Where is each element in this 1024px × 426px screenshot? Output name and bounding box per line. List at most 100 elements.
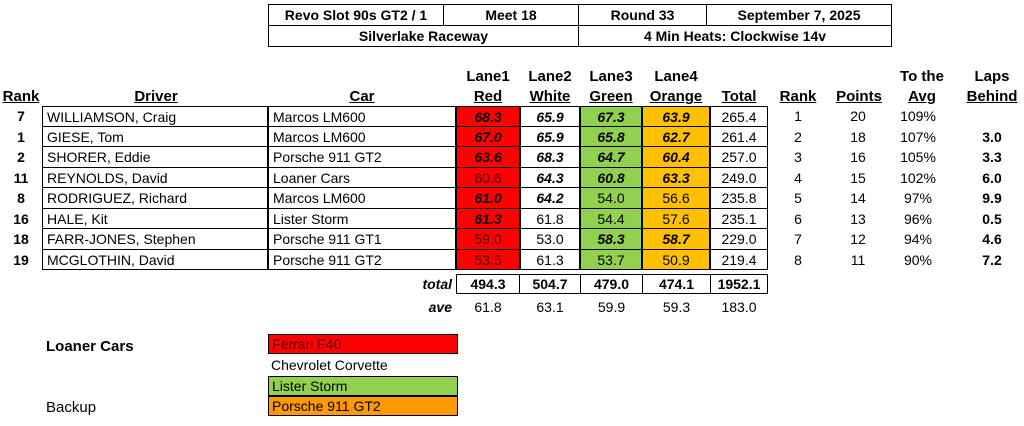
row-total: 261.4 xyxy=(710,126,768,147)
row-driver: REYNOLDS, David xyxy=(42,167,268,188)
row-position: 2 xyxy=(794,128,802,145)
row-lane4: 63.9 xyxy=(642,106,710,127)
loaner-car-lister: Lister Storm xyxy=(268,376,458,396)
row-lane4: 58.7 xyxy=(642,229,710,250)
row-lane1: 63.6 xyxy=(456,147,520,168)
row-lane3: 64.7 xyxy=(580,147,642,168)
row-driver: MCGLOTHIN, David xyxy=(42,249,268,270)
row-position: 4 xyxy=(794,169,802,186)
row-rank: 18 xyxy=(13,231,29,247)
row-lane2: 64.3 xyxy=(520,167,580,188)
row-laps-behind xyxy=(960,106,1024,127)
row-laps-behind: 6.0 xyxy=(982,169,1002,186)
row-car: Lister Storm xyxy=(268,208,456,229)
col-lane3-bottom: Green xyxy=(589,88,633,105)
row-lane3: 65.8 xyxy=(580,126,642,147)
row-lane4: 63.3 xyxy=(642,167,710,188)
track-name: Silverlake Raceway xyxy=(268,25,579,47)
row-avg: 107% xyxy=(900,128,936,145)
row-driver: FARR-JONES, Stephen xyxy=(42,229,268,250)
row-total: 265.4 xyxy=(710,106,768,127)
row-position: 7 xyxy=(794,231,802,247)
row-rank: 11 xyxy=(13,169,29,186)
col-car: Car xyxy=(349,88,375,105)
row-rank: 1 xyxy=(17,128,25,145)
series-title: Revo Slot 90s GT2 / 1 xyxy=(268,4,444,26)
total-lane2: 504.7 xyxy=(519,274,581,294)
col-lane2-bottom: White xyxy=(529,88,571,105)
row-lane1: 61.3 xyxy=(456,208,520,229)
row-laps-behind: 7.2 xyxy=(982,251,1002,268)
row-lane2: 61.8 xyxy=(520,208,580,229)
row-avg: 96% xyxy=(903,210,933,227)
totals-label: total xyxy=(422,276,452,292)
row-car: Porsche 911 GT2 xyxy=(268,249,456,270)
row-points: 14 xyxy=(850,190,866,206)
row-points: 20 xyxy=(850,108,866,124)
row-car: Porsche 911 GT1 xyxy=(268,229,456,250)
backup-label: Backup xyxy=(46,399,97,416)
table-row: 2 SHORER, Eddie Porsche 911 GT2 63.6 68.3 64.… xyxy=(0,147,1024,168)
ave-lane3: 59.9 xyxy=(597,299,626,315)
row-laps-behind: 3.3 xyxy=(982,149,1002,165)
col-laps-bottom: Behind xyxy=(966,88,1018,105)
race-date: September 7, 2025 xyxy=(706,4,892,26)
total-lane4: 474.1 xyxy=(642,274,711,294)
row-driver: WILLIAMSON, Craig xyxy=(42,106,268,127)
row-rank: 8 xyxy=(17,190,25,206)
row-position: 8 xyxy=(794,251,802,268)
col-avg-top: To the xyxy=(900,68,944,85)
loaner-car-corvette: Chevrolet Corvette xyxy=(271,357,388,373)
row-total: 229.0 xyxy=(710,229,768,250)
row-avg: 102% xyxy=(900,169,936,186)
col-lane4-bottom: Orange xyxy=(649,88,703,105)
row-lane4: 60.4 xyxy=(642,147,710,168)
row-avg: 97% xyxy=(903,190,933,206)
col-rank: Rank xyxy=(2,88,40,105)
row-points: 16 xyxy=(850,149,866,165)
row-lane1: 60.6 xyxy=(456,167,520,188)
col-lane3-top: Lane3 xyxy=(589,68,633,85)
row-lane3: 58.3 xyxy=(580,229,642,250)
row-position: 6 xyxy=(794,210,802,227)
loaner-cars-label: Loaner Cars xyxy=(46,338,134,355)
row-avg: 90% xyxy=(903,251,933,268)
table-row: 19 MCGLOTHIN, David Porsche 911 GT2 53.5 61.… xyxy=(0,249,1024,270)
results-table: 7 WILLIAMSON, Craig Marcos LM600 68.3 65.9 67… xyxy=(0,106,1024,271)
col-lane2-top: Lane2 xyxy=(528,68,572,85)
row-lane2: 61.3 xyxy=(520,249,580,270)
row-laps-behind: 3.0 xyxy=(982,128,1002,145)
row-car: Marcos LM600 xyxy=(268,106,456,127)
row-lane4: 56.6 xyxy=(642,188,710,209)
ave-lane2: 63.1 xyxy=(536,299,564,315)
row-lane2: 65.9 xyxy=(520,106,580,127)
row-lane4: 62.7 xyxy=(642,126,710,147)
loaner-car-porsche: Porsche 911 GT2 xyxy=(268,396,458,416)
col-lane1-bottom: Red xyxy=(473,88,503,105)
row-position: 3 xyxy=(794,149,802,165)
row-points: 12 xyxy=(850,231,866,247)
ave-lane1: 61.8 xyxy=(474,299,502,315)
row-total: 219.4 xyxy=(710,249,768,270)
total-lane1: 494.3 xyxy=(456,274,520,294)
row-lane1: 53.5 xyxy=(456,249,520,270)
row-lane1: 68.3 xyxy=(456,106,520,127)
table-row: 7 WILLIAMSON, Craig Marcos LM600 68.3 65.9 67… xyxy=(0,106,1024,127)
table-row: 11 REYNOLDS, David Loaner Cars 60.6 64.3 60.8… xyxy=(0,167,1024,188)
row-lane1: 67.0 xyxy=(456,126,520,147)
row-lane3: 60.8 xyxy=(580,167,642,188)
row-driver: GIESE, Tom xyxy=(42,126,268,147)
col-lane1-top: Lane1 xyxy=(466,68,510,85)
col-lane4-top: Lane4 xyxy=(654,68,698,85)
row-lane2: 65.9 xyxy=(520,126,580,147)
row-points: 11 xyxy=(850,251,866,268)
row-car: Loaner Cars xyxy=(268,167,456,188)
col-driver: Driver xyxy=(134,88,178,105)
row-driver: SHORER, Eddie xyxy=(42,147,268,168)
col-laps-top: Laps xyxy=(974,68,1010,85)
row-total: 235.1 xyxy=(710,208,768,229)
heat-info: 4 Min Heats: Clockwise 14v xyxy=(578,25,892,47)
ave-overall: 183.0 xyxy=(721,299,757,315)
total-lane3: 479.0 xyxy=(580,274,643,294)
meet-number: Meet 18 xyxy=(443,4,579,26)
